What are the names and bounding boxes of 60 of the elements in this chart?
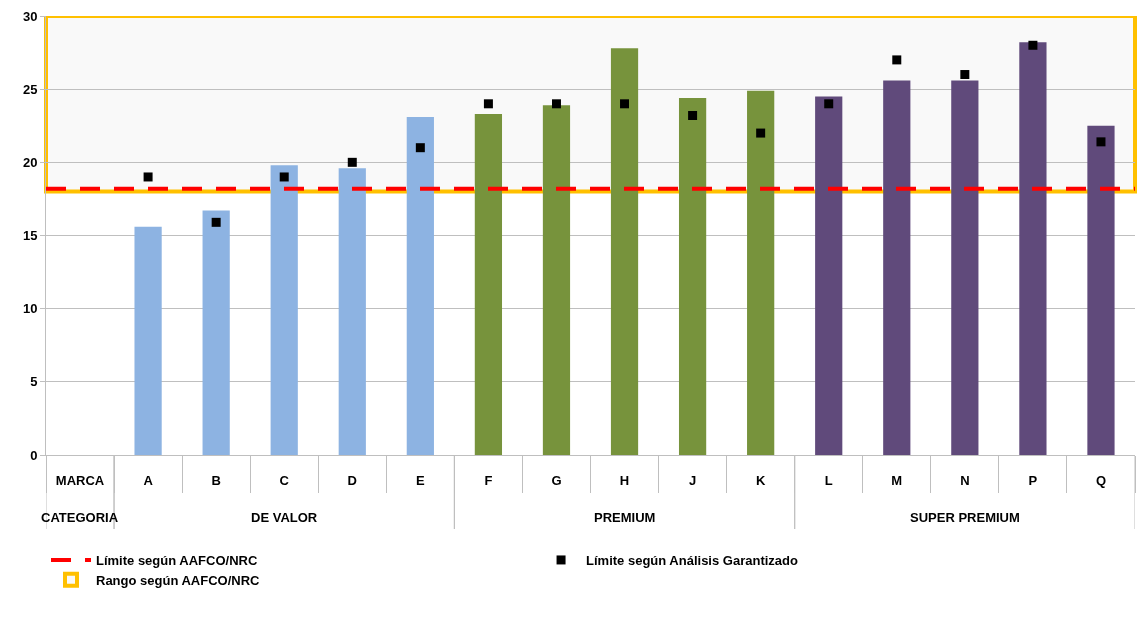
bar [270,165,298,455]
x-tick-label: H [619,472,630,488]
point [279,172,289,182]
bar [951,80,979,455]
bar [542,105,571,455]
point [483,99,493,109]
y-tick-label: 20 [22,154,38,170]
bar [474,114,503,455]
point [551,99,561,109]
x-tick-label: J [688,472,697,488]
bar [610,48,639,455]
x-tick-label: L [824,472,833,488]
point [892,55,902,65]
point [211,217,221,227]
bar [134,226,162,455]
bar [678,97,707,455]
point [415,143,425,153]
point [756,128,766,138]
x-tick-label: C [279,472,290,488]
y-tick-label: 5 [30,374,38,390]
point [824,99,834,109]
point [620,99,630,109]
x-tick-label: B [211,472,221,488]
bar [202,210,230,455]
point [1096,137,1106,147]
text: CATEGORIA [41,510,119,525]
legend-label: Límite según Análisis Garantizado [586,553,799,569]
x-tick-label: F [484,472,493,488]
x-tick-label: G [551,472,562,488]
text: PREMIUM [594,510,656,525]
bar [338,168,366,455]
text: DE VALOR [251,510,318,525]
x-tick-label: A [143,472,154,488]
x-tick-label: Q [1095,472,1107,488]
text: SUPER PREMIUM [910,510,1020,525]
y-tick-label: 15 [22,228,38,244]
point [347,157,357,167]
bar [1019,42,1047,455]
point [688,111,698,121]
x-tick-label: M [891,472,903,488]
legend-label: Límite según AAFCO/NRC [96,553,258,569]
y-tick-label: 0 [30,447,38,463]
bar [815,96,843,455]
bar [747,90,775,455]
legend-label: Rango según AAFCO/NRC [96,572,261,588]
point [143,172,153,182]
bar [883,80,911,455]
x-tick-label: P [1028,472,1038,488]
y-tick-label: 30 [22,8,38,24]
y-tick-label: 25 [22,81,38,97]
bar [1087,125,1115,455]
point [1028,40,1038,50]
x-tick-label: MARCA [55,472,105,488]
x-tick-label: N [960,472,970,488]
bar [406,116,434,455]
x-tick-label: K [755,472,766,488]
x-tick-label: D [347,472,357,488]
y-tick-label: 10 [22,301,38,317]
x-tick-label: E [416,472,425,488]
point [960,70,970,80]
